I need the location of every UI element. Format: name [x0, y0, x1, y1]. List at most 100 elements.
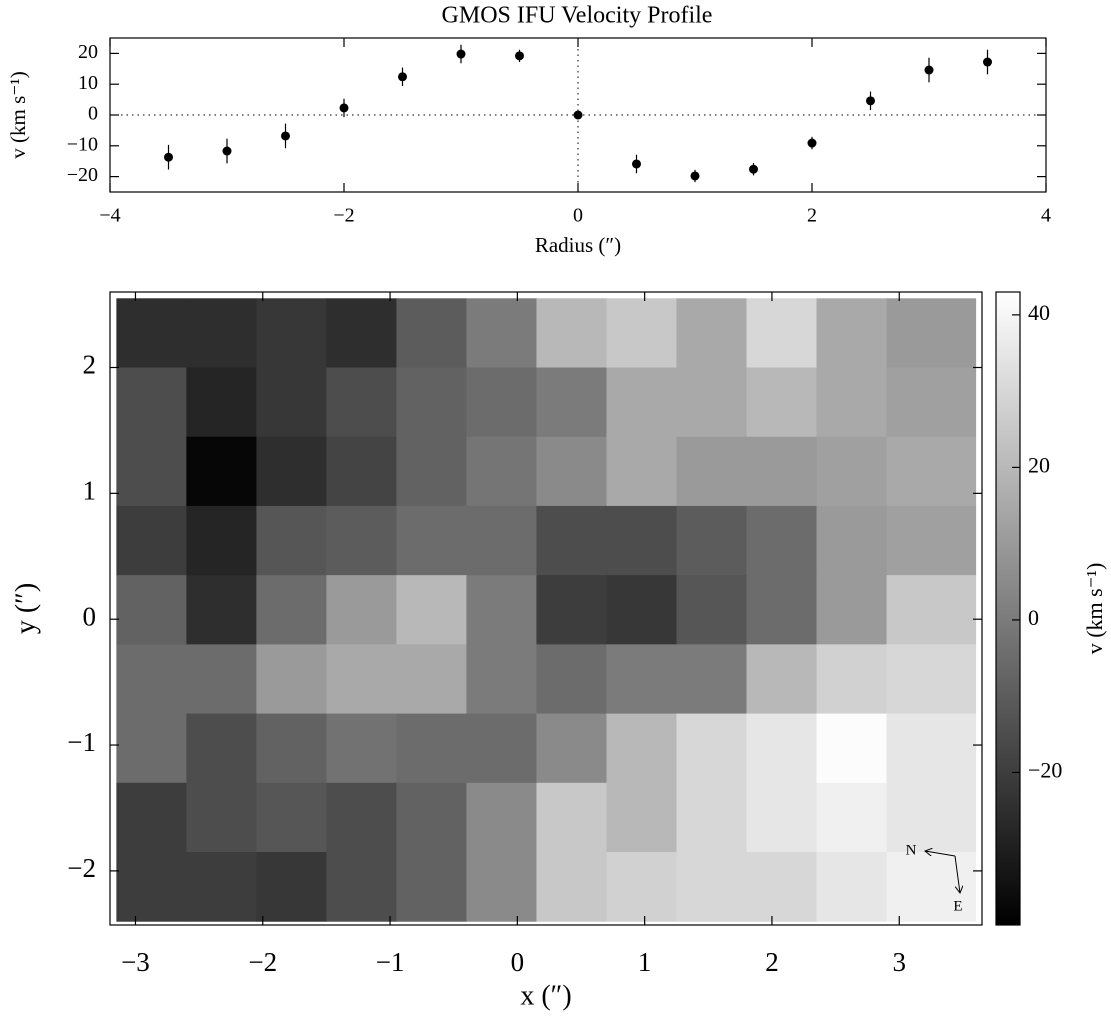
- point: [690, 171, 700, 181]
- map-cell: [536, 644, 607, 715]
- map-cell: [536, 298, 607, 369]
- map-cell: [466, 644, 537, 715]
- map-cell: [886, 505, 977, 576]
- x-axis-label: x (″): [520, 980, 571, 1011]
- x-tick-label: 0: [511, 947, 525, 977]
- map-cell: [606, 367, 677, 438]
- map-cell: [746, 436, 818, 507]
- x-tick-label: −2: [333, 205, 354, 227]
- map-cell: [186, 367, 257, 438]
- colorbar-tick-label: 0: [1028, 605, 1039, 630]
- map-cell: [256, 575, 327, 645]
- map-cell: [886, 713, 977, 784]
- map-cell: [746, 852, 818, 922]
- map-cell: [326, 575, 397, 645]
- map-cell: [116, 298, 187, 369]
- map-cell: [466, 298, 537, 369]
- point: [632, 159, 641, 169]
- map-cell: [606, 782, 677, 853]
- map-cell: [746, 713, 818, 784]
- plot-frame: [109, 291, 983, 926]
- map-cell: [536, 575, 607, 645]
- map-cell: [116, 852, 187, 922]
- map-cell: [606, 505, 677, 576]
- map-cell: [886, 436, 977, 507]
- map-cell: [606, 575, 677, 645]
- y-axis-label: v (km s⁻¹): [6, 71, 30, 158]
- y-tick-label: 20: [78, 41, 98, 63]
- map-cell: [116, 436, 187, 507]
- x-tick-label: 2: [807, 205, 817, 227]
- map-cell: [606, 298, 677, 369]
- point: [456, 49, 466, 59]
- map-cell: [466, 436, 537, 507]
- map-cell: [396, 782, 467, 853]
- map-cell: [396, 852, 467, 922]
- map-cell: [676, 782, 747, 853]
- y-tick-label: 1: [83, 476, 97, 506]
- map-cell: [746, 644, 818, 715]
- map-cell: [326, 852, 397, 922]
- map-cell: [396, 575, 467, 645]
- map-cell: [746, 505, 818, 576]
- x-tick-label: 0: [573, 205, 583, 227]
- map-cell: [886, 782, 977, 853]
- map-cell: [536, 713, 607, 784]
- map-cell: [606, 852, 677, 922]
- map-cell: [606, 436, 677, 507]
- map-cell: [116, 367, 187, 438]
- x-tick-label: −2: [248, 947, 277, 977]
- map-cell: [256, 367, 327, 438]
- x-axis-label: Radius (″): [535, 233, 621, 257]
- map-cell: [186, 505, 257, 576]
- map-cell: [816, 505, 888, 576]
- colorbar-tick-label: 20: [1028, 452, 1050, 477]
- map-cell: [256, 644, 327, 715]
- colorbar-tick-label: 40: [1028, 300, 1050, 325]
- map-cell: [536, 436, 607, 507]
- map-cell: [256, 852, 327, 922]
- map-cell: [116, 644, 187, 715]
- map-cell: [396, 436, 467, 507]
- map-cell: [676, 436, 747, 507]
- point: [749, 164, 758, 174]
- x-tick-label: 2: [765, 947, 779, 977]
- map-cell: [676, 575, 747, 645]
- map-cell: [466, 575, 537, 645]
- map-cell: [676, 713, 747, 784]
- map-cell: [536, 367, 607, 438]
- y-tick-label: −10: [67, 133, 98, 155]
- map-cell: [396, 298, 467, 369]
- map-cell: [186, 436, 257, 507]
- map-cell: [326, 782, 397, 853]
- map-cell: [396, 713, 467, 784]
- map-cell: [536, 505, 607, 576]
- map-cell: [886, 575, 977, 645]
- map-cell: [396, 505, 467, 576]
- map-cell: [466, 852, 537, 922]
- map-cell: [676, 298, 747, 369]
- x-tick-label: −4: [99, 205, 120, 227]
- map-cell: [676, 852, 747, 922]
- point: [807, 138, 817, 148]
- map-cell: [186, 644, 257, 715]
- map-cell: [326, 644, 397, 715]
- map-cell: [256, 713, 327, 784]
- map-cell: [676, 505, 747, 576]
- y-tick-label: −20: [67, 164, 98, 186]
- point: [398, 72, 407, 82]
- colorbar: [995, 291, 1021, 926]
- x-tick-label: 3: [893, 947, 907, 977]
- x-tick-label: 4: [1041, 205, 1051, 227]
- map-cell: [816, 852, 888, 922]
- point: [983, 57, 992, 67]
- map-cell: [256, 436, 327, 507]
- point: [866, 96, 875, 106]
- compass-label: N: [906, 842, 917, 858]
- map-cell: [816, 367, 888, 438]
- y-tick-label: 10: [78, 72, 98, 94]
- map-cell: [116, 713, 187, 784]
- map-cell: [186, 782, 257, 853]
